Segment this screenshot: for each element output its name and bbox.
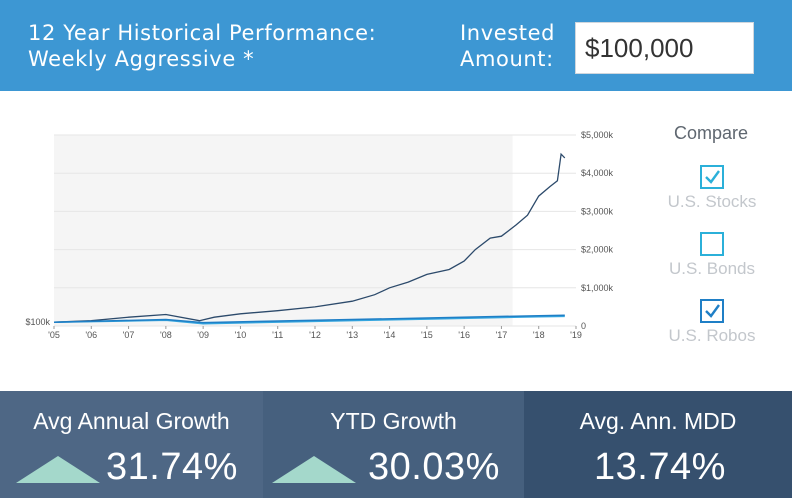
stat-ytd-growth: YTD Growth 30.03% [263,391,524,498]
compare-option-us-stocks[interactable]: U.S. Stocks [646,165,778,212]
chart-y-tick-label: $1,000k [581,283,614,293]
chart-x-tick-label: '17 [496,330,508,340]
header-bar: 12 Year Historical Performance: Weekly A… [0,0,792,91]
chart-x-tick-label: '08 [160,330,172,340]
page-title-line1: 12 Year Historical Performance: [28,21,377,45]
stat-label: Avg Annual Growth [33,408,230,434]
stat-value: 31.74% [106,446,238,488]
chart-y-tick-label: $5,000k [581,130,614,140]
compare-option-label: U.S. Stocks [667,192,757,211]
chart-x-tick-label: '18 [533,330,545,340]
stat-label: YTD Growth [330,408,457,434]
chart-x-tick-label: '13 [346,330,358,340]
chart-x-tick-label: '15 [421,330,433,340]
chart-x-tick-label: '07 [123,330,135,340]
chart-x-tick-label: '19 [570,330,582,340]
compare-title: Compare [673,123,749,143]
invested-label-line1: Invested [460,21,556,45]
chart-y-tick-label: $4,000k [581,168,614,178]
invested-amount-label: Invested Amount: [460,20,555,72]
chart-x-tick-label: '06 [85,330,97,340]
chart-x-tick-label: '09 [197,330,209,340]
invested-amount-input[interactable] [575,22,754,74]
compare-option-label: U.S. Bonds [669,259,755,278]
page-title: 12 Year Historical Performance: Weekly A… [28,20,376,72]
compare-panel: Compare U.S. Stocks U.S. Bonds U.S. Robo… [646,91,792,391]
stats-bar: Avg Annual Growth 31.74% YTD Growth 30.0… [0,391,792,498]
up-arrow-icon [272,456,356,483]
chart-x-tick-label: '11 [272,330,283,340]
stat-label: Avg. Ann. MDD [579,408,737,434]
chart-series-line-0 [53,152,566,323]
compare-option-label: U.S. Robos [668,326,756,345]
invested-label-line2: Amount: [460,47,554,71]
page-title-line2: Weekly Aggressive * [28,47,255,71]
stat-value: 30.03% [368,446,500,488]
stat-avg-ann-mdd: Avg. Ann. MDD 13.74% [524,391,792,498]
chart-series-line-1 [53,315,565,325]
chart-x-tick-label: '10 [235,330,247,340]
chart-y-tick-label: $2,000k [581,245,614,255]
chart-x-tick-label: '05 [48,330,60,340]
checkbox-unchecked-icon[interactable] [700,232,724,256]
stat-value: 13.74% [594,446,726,488]
checkbox-checked-icon[interactable] [700,299,724,323]
stat-avg-annual-growth: Avg Annual Growth 31.74% [0,391,263,498]
checkbox-checked-icon[interactable] [700,165,724,189]
chart-start-value-label: $100k [25,317,50,327]
chart-x-tick-label: '12 [309,330,321,340]
chart-series-line-2 [53,314,565,324]
chart-x-tick-label: '16 [458,330,470,340]
performance-chart: 0 $1,000k $2,000k $3,000k $4,000k $5,000k '05 '… [0,91,640,391]
compare-option-us-bonds[interactable]: U.S. Bonds [646,232,778,279]
chart-shaded-region [54,135,513,326]
chart-y-tick-label: 0 [581,321,586,331]
compare-option-us-robos[interactable]: U.S. Robos [646,299,778,346]
chart-y-tick-label: $3,000k [581,206,614,216]
up-arrow-icon [16,456,100,483]
performance-chart-svg: 0 $1,000k $2,000k $3,000k $4,000k $5,000k '05 '… [25,130,614,340]
chart-x-tick-label: '14 [384,330,396,340]
